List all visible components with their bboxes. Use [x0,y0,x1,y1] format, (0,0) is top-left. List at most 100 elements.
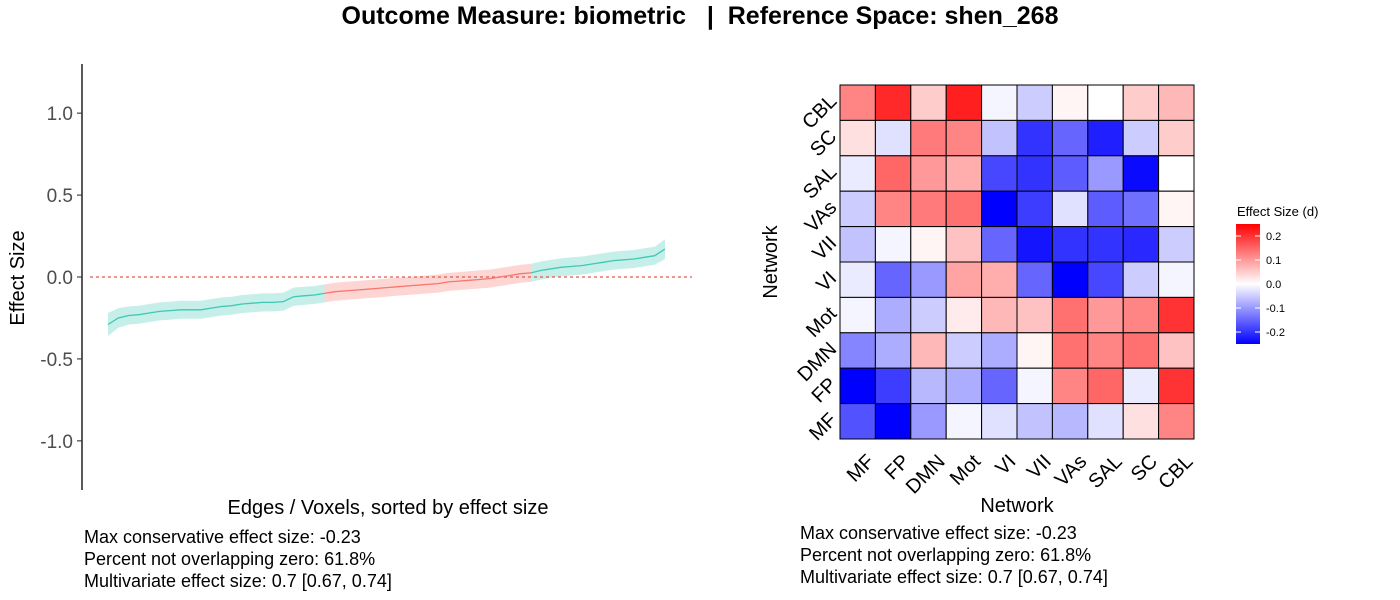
heatmap-cell [910,119,947,157]
heatmap-cell [981,155,1018,192]
heatmap-cell [839,296,876,334]
heatmap-cell [1016,119,1053,157]
heatmap-cell [1158,367,1195,405]
heatmap-cell [839,155,876,192]
heatmap-cell [1158,119,1195,157]
y-tick-label: SAL [799,161,841,203]
heatmap-cell [1016,296,1053,334]
heatmap-cell [981,226,1018,263]
y-tick-label: 0.0 [47,268,73,289]
heatmap-cell [1087,119,1124,157]
heatmap-cell [1051,296,1089,334]
y-tick-label: VAs [801,197,841,237]
max-conservative-effect-text: Max conservative effect size: -0.23 [800,523,1077,543]
heatmap-cell [1016,403,1053,440]
y-axis-label: Effect Size [7,230,29,325]
heatmap-cell [910,296,947,334]
heatmap-cell [981,84,1018,121]
heatmap-cell [1087,261,1124,298]
heatmap-cell [839,190,876,228]
y-tick-label: -1.0 [40,432,73,453]
heatmap-cell [1158,190,1195,228]
heatmap-cell [1087,296,1124,334]
heatmap-cell [981,403,1018,440]
heatmap-cell [1122,84,1160,121]
y-tick-label: MF [805,409,841,445]
heatmap-cell [874,296,912,334]
heatmap-cell [1122,332,1160,369]
heatmap-cell [945,261,983,298]
heatmap-cell [874,84,912,121]
heatmap-cell [945,367,983,405]
heatmap-cell [981,190,1018,228]
heatmap-cell [1016,367,1053,405]
heatmap-cell [945,119,983,157]
heatmap-cells [839,84,1195,440]
x-tick-label: MF [843,451,879,487]
y-tick-label: VI [812,267,841,296]
heatmap-cell [1158,261,1195,298]
colorbar-tick-label: -0.2 [1266,327,1285,339]
heatmap-y-axis-label: Network [760,224,782,298]
heatmap-cell [874,367,912,405]
figure-title: Outcome Measure: biometric | Reference S… [341,2,1059,30]
heatmap-cell [839,403,876,440]
multivariate-effect-text: Multivariate effect size: 0.7 [0.67, 0.7… [800,567,1108,587]
heatmap-cell [1122,155,1160,192]
heatmap-cell [1158,84,1195,121]
heatmap-cell [1051,119,1089,157]
confidence-band-significant-0 [108,284,325,336]
heatmap-cell [910,367,947,405]
heatmap-cell [945,226,983,263]
x-tick-label: SAL [1084,451,1126,493]
x-tick-label: Mot [946,450,985,489]
x-tick-label: CBL [1154,451,1197,494]
heatmap-cell [981,119,1018,157]
heatmap-cell [945,190,983,228]
percent-not-overlapping-text: Percent not overlapping zero: 61.8% [84,549,376,569]
heatmap-cell [910,403,947,440]
heatmap-cell [1051,367,1089,405]
percent-not-overlapping-text: Percent not overlapping zero: 61.8% [800,545,1092,565]
heatmap-cell [1051,226,1089,263]
heatmap-x-axis-label: Network [980,495,1054,517]
multivariate-effect-text: Multivariate effect size: 0.7 [0.67, 0.7… [84,571,392,591]
heatmap-cell [1158,226,1195,263]
heatmap-cell [1122,367,1160,405]
y-tick-label: Mot [802,303,841,342]
heatmap-cell [1087,190,1124,228]
x-tick-label: VII [1023,451,1056,484]
estimate-line-significant-2 [530,248,666,274]
heatmap-cell [874,119,912,157]
heatmap-cell [874,403,912,440]
heatmap-cell [1051,403,1089,440]
heatmap-cell [1087,226,1124,263]
colorbar-title: Effect Size (d) [1237,204,1318,219]
x-axis-label: Edges / Voxels, sorted by effect size [228,497,549,519]
heatmap-cell [874,155,912,192]
heatmap-cell [839,261,876,298]
confidence-band-significant-2 [530,239,665,282]
heatmap-cell [1122,119,1160,157]
heatmap-cell [945,332,983,369]
max-conservative-effect-text: Max conservative effect size: -0.23 [84,527,361,547]
x-tick-label: DMN [902,451,950,499]
heatmap-cell [874,190,912,228]
heatmap-cell [981,261,1018,298]
heatmap-cell [1087,332,1124,369]
heatmap-cell [910,261,947,298]
heatmap-colorbar-legend: Effect Size (d) 0.2 0.1 0.0 -0.1 -0.2 [1236,204,1318,344]
heatmap-cell [839,367,876,405]
heatmap-cell [910,84,947,121]
right-stats-block: Max conservative effect size: -0.23 Perc… [800,522,1108,588]
heatmap-cell [1016,155,1053,192]
confidence-band-nonsignificant-1 [324,263,531,303]
heatmap-cell [1158,332,1195,369]
estimate-line-nonsignificant-1 [324,272,531,295]
heatmap-cell [1051,190,1089,228]
heatmap-cell [1051,84,1089,121]
heatmap-cell [1016,84,1053,121]
effect-size-line-chart: 1.0 0.5 0.0 -0.5 -1.0 Effect Size Edges / Vo… [7,64,692,519]
